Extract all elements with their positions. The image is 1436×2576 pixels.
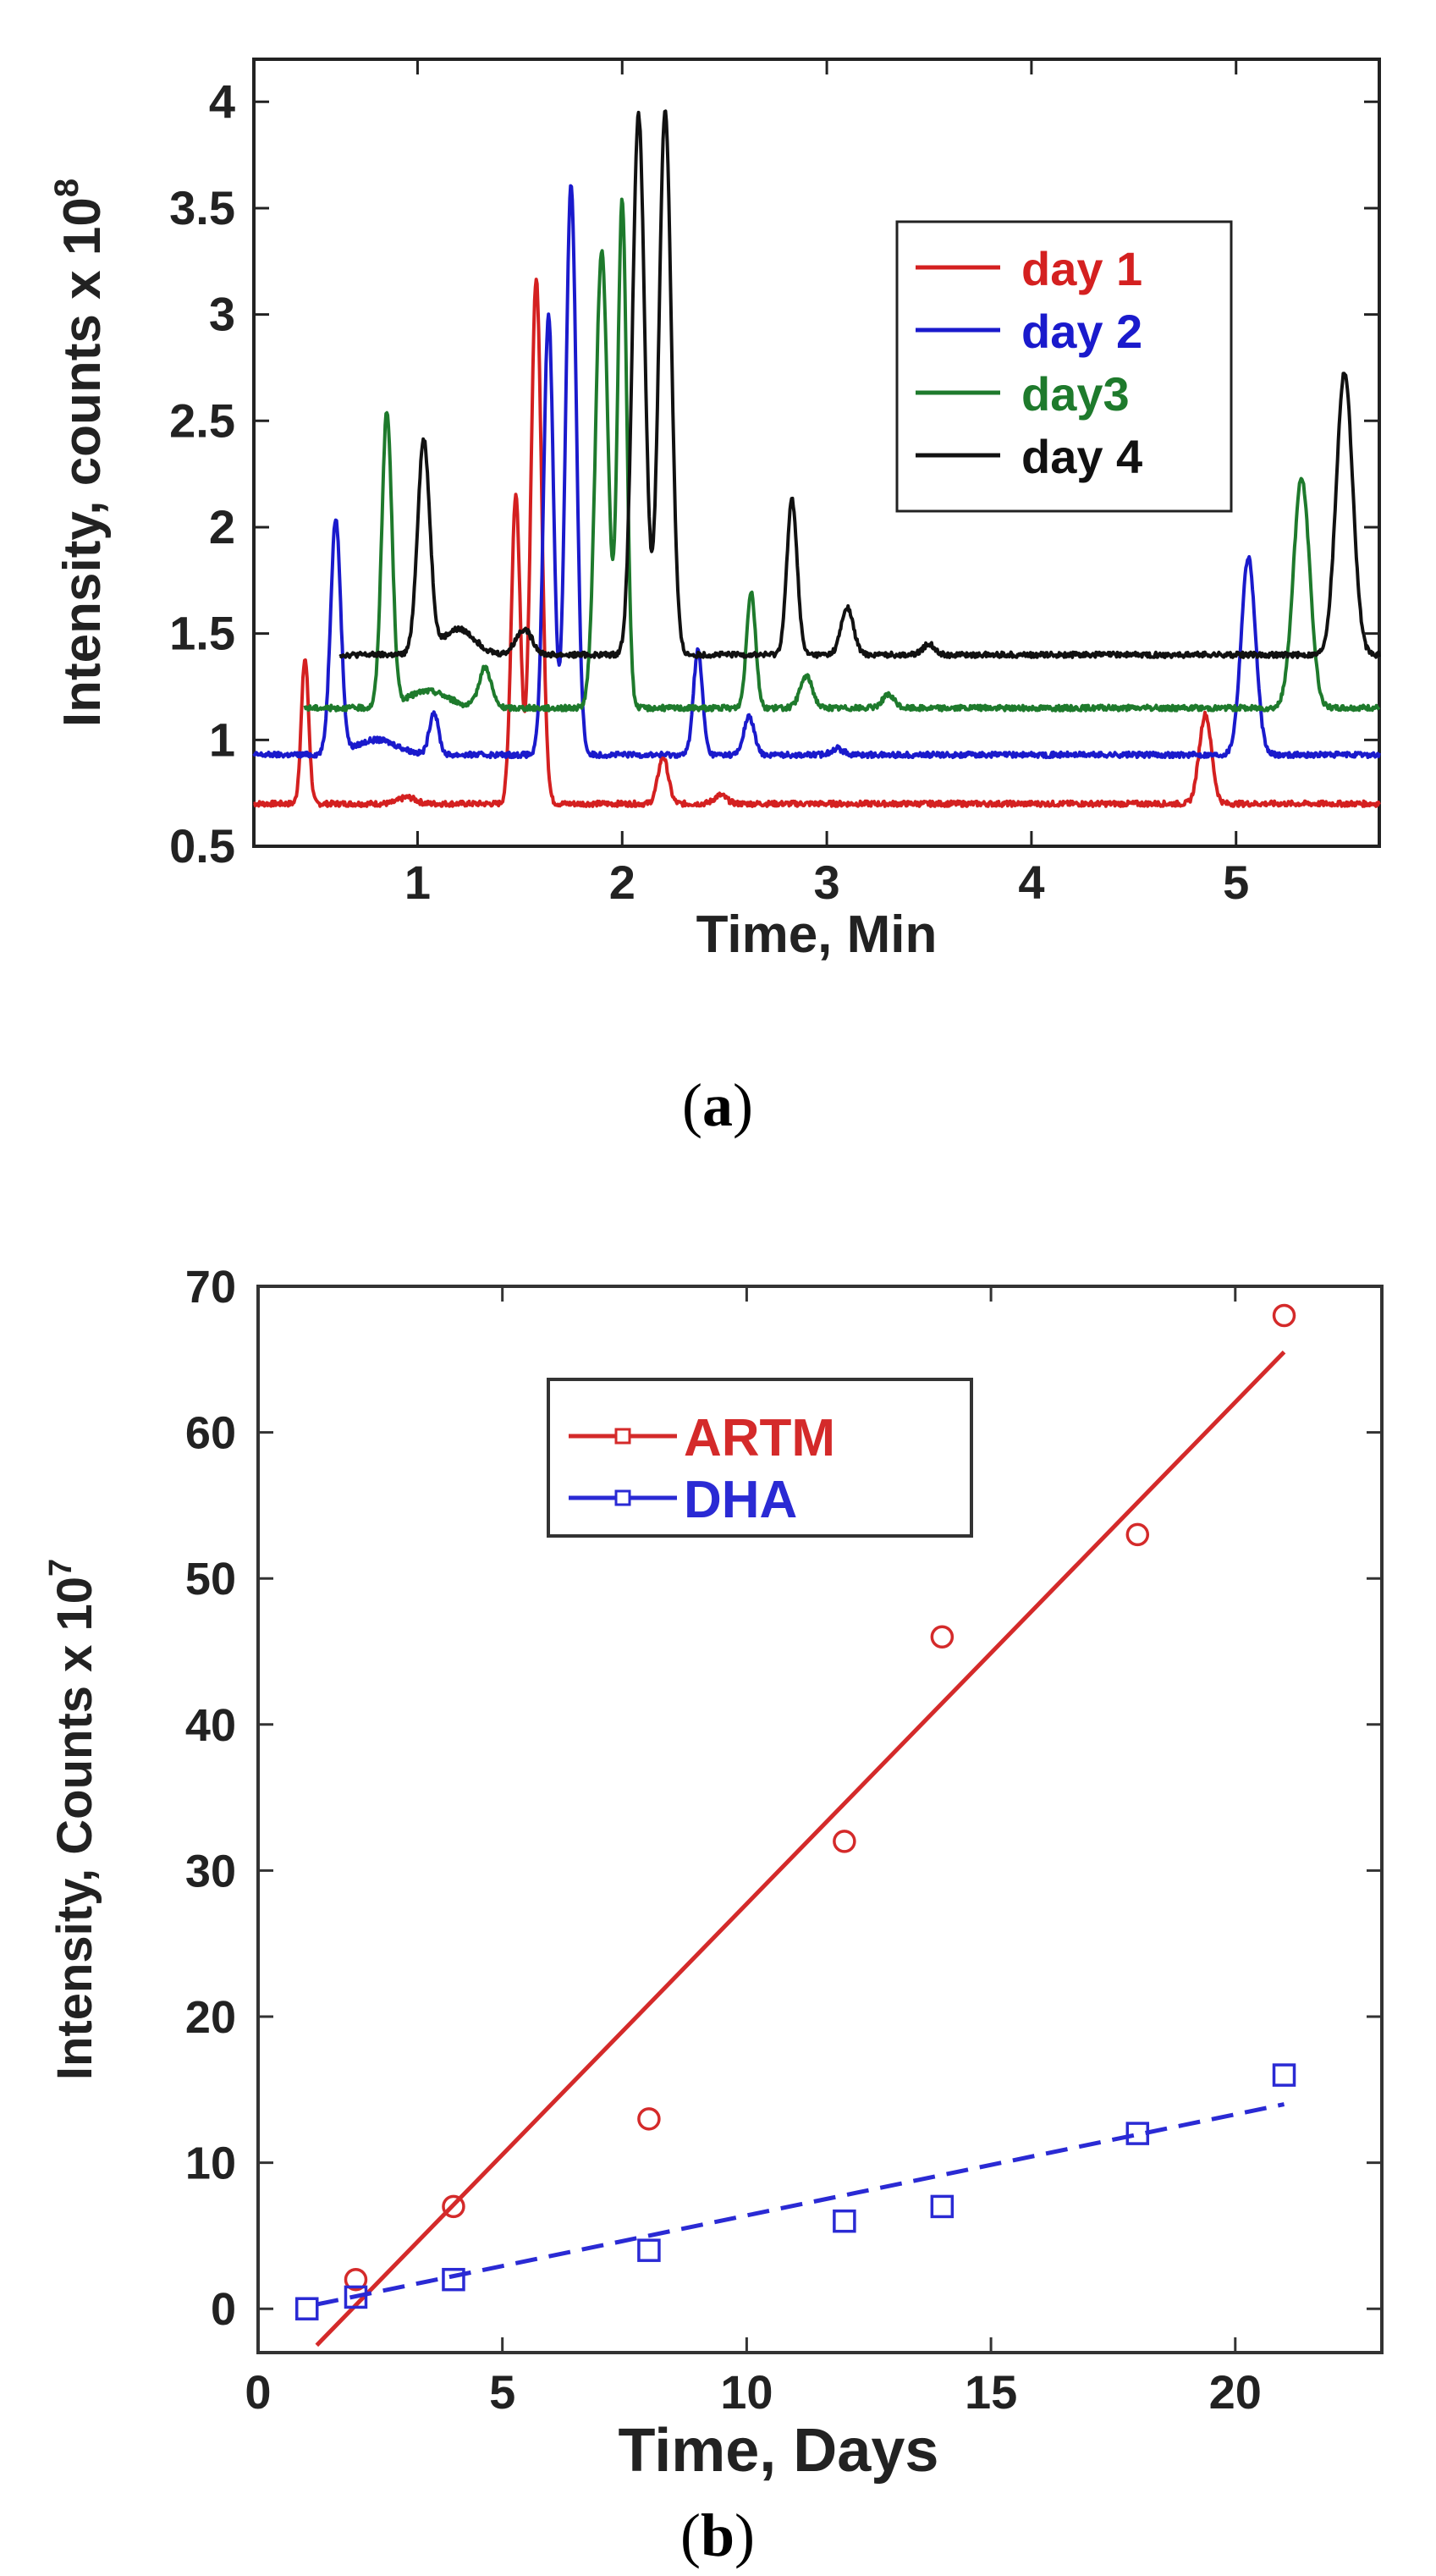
chart-a-legend-label-day2: day 2 [1021, 305, 1142, 358]
chart-b-legend-box [547, 1378, 973, 1538]
chart-b-point-artm [930, 1625, 955, 1649]
chart-b-point-dha [1272, 2063, 1296, 2087]
chart-b-x-tick-label: 5 [489, 2365, 515, 2419]
chart-a-x-tick-label: 4 [1018, 856, 1044, 909]
chart-a-x-ticks: 1 2 3 4 5 [404, 59, 1249, 909]
chart-b-point-artm [1125, 1522, 1150, 1547]
chart-a-y-tick-label: 2 [209, 500, 235, 553]
chart-b-fit-line-dha [316, 2102, 1285, 2307]
chart-b: 0 5 10 15 20 0 10 20 30 40 50 60 70 Time, Days Inte… [43, 1262, 1384, 2569]
chart-b-y-tick-label: 50 [185, 1554, 236, 1604]
chart-a-series-line-day3 [303, 197, 1381, 713]
chart-a-panel-label-close: ) [733, 1071, 753, 1139]
chart-b-fit-lines [315, 1350, 1286, 2348]
chart-b-legend-label-artm: ARTM [684, 1409, 835, 1467]
chart-a-y-ticks: 0.5 1 1.5 2 2.5 3 3.5 4 [169, 74, 1379, 872]
chart-a-series-group [252, 109, 1381, 808]
chart-b-y-tick-label: 0 [211, 2284, 236, 2335]
chart-b-point-dha [344, 2285, 368, 2309]
chart-b-x-tick-label: 10 [720, 2365, 773, 2419]
chart-a-y-tick-label: 1 [209, 713, 235, 766]
chart-a-plot-frame [252, 58, 1381, 848]
chart-a-y-axis-label-text: Intensity, counts x 10 [53, 197, 112, 727]
chart-b-y-ticks: 0 10 20 30 40 50 60 70 [185, 1262, 1382, 2335]
chart-a-legend-label-day4: day 4 [1021, 430, 1142, 483]
chart-b-y-tick-label: 40 [185, 1700, 236, 1751]
chart-b-y-tick-label: 30 [185, 1846, 236, 1896]
chart-b-x-axis-label: Time, Days [619, 2417, 939, 2485]
chart-b-legend-marker-dha [614, 1489, 631, 1506]
chart-b-point-dha [833, 2209, 856, 2233]
chart-a-series-line-day4 [338, 109, 1381, 659]
chart-b-fit-line-artm [315, 1350, 1286, 2348]
chart-a: 1 2 3 4 5 0.5 1 1.5 2 2.5 3 3.5 4 Time, Min Intensi… [48, 58, 1381, 1139]
chart-b-panel-label: (b) [680, 2502, 755, 2569]
chart-a-y-tick-label: 3.5 [169, 181, 235, 234]
chart-b-plot-frame [256, 1285, 1384, 2354]
chart-a-x-tick-label: 1 [404, 856, 431, 909]
chart-b-points [294, 1303, 1296, 2320]
chart-a-x-tick-label: 2 [609, 856, 635, 909]
chart-b-panel-label-letter: b [701, 2502, 735, 2569]
chart-b-legend-label-dha: DHA [684, 1471, 797, 1529]
chart-b-y-axis-label-exponent: 7 [43, 1559, 79, 1577]
chart-a-panel-label: (a) [682, 1071, 753, 1139]
chart-b-y-tick-label: 10 [185, 2138, 236, 2189]
chart-a-y-tick-label: 0.5 [169, 819, 235, 872]
chart-b-y-axis-label-text: Intensity, Counts x 10 [47, 1577, 102, 2080]
chart-b-x-tick-label: 0 [245, 2365, 271, 2419]
chart-a-y-tick-label: 4 [209, 74, 235, 128]
chart-a-legend-box [895, 220, 1233, 513]
chart-a-y-tick-label: 2.5 [169, 394, 235, 447]
chart-b-x-tick-label: 20 [1209, 2365, 1262, 2419]
chart-b-point-artm [442, 2194, 465, 2219]
chart-b-point-artm [1272, 1303, 1296, 1328]
chart-a-y-axis-label-exponent: 8 [48, 179, 85, 197]
chart-b-y-tick-label: 20 [185, 1992, 236, 2043]
chart-b-point-artm [833, 1830, 856, 1853]
chart-a-series-line-day1 [253, 278, 1381, 808]
chart-b-legend-marker-artm [614, 1428, 631, 1445]
chart-b-point-artm [637, 2107, 661, 2131]
chart-b-point-artm [344, 2267, 368, 2292]
chart-b-point-dha [294, 2297, 319, 2320]
chart-a-y-tick-label: 3 [209, 288, 235, 341]
chart-b-y-tick-label: 60 [185, 1408, 236, 1459]
chart-a-x-tick-label: 3 [814, 856, 840, 909]
chart-b-y-tick-label: 70 [185, 1262, 236, 1313]
chart-a-panel-label-open: ( [682, 1071, 702, 1139]
chart-a-y-axis-label: Intensity, counts x 108 [48, 179, 112, 727]
chart-b-point-dha [637, 2238, 661, 2262]
chart-a-legend-label-day3: day3 [1021, 367, 1130, 421]
chart-a-series-line-day2 [252, 184, 1381, 760]
chart-b-y-axis-label: Intensity, Counts x 107 [43, 1559, 102, 2080]
chart-b-legend: ARTM DHA [547, 1378, 973, 1538]
chart-b-point-dha [442, 2267, 465, 2292]
chart-b-panel-label-close: ) [735, 2502, 755, 2569]
chart-b-x-tick-label: 15 [965, 2365, 1017, 2419]
chart-b-point-dha [930, 2194, 955, 2219]
chart-a-panel-label-letter: a [702, 1071, 733, 1139]
chart-a-y-tick-label: 1.5 [169, 607, 235, 660]
chart-b-panel-label-open: ( [680, 2502, 701, 2569]
chart-b-x-ticks: 0 5 10 15 20 [245, 1286, 1262, 2419]
chart-b-point-dha [1125, 2122, 1150, 2145]
chart-a-x-axis-label: Time, Min [696, 905, 938, 964]
chart-a-legend-label-day1: day 1 [1021, 242, 1142, 295]
chart-a-legend: day 1 day 2 day3 day 4 [895, 220, 1233, 513]
chart-a-x-tick-label: 5 [1223, 856, 1249, 909]
